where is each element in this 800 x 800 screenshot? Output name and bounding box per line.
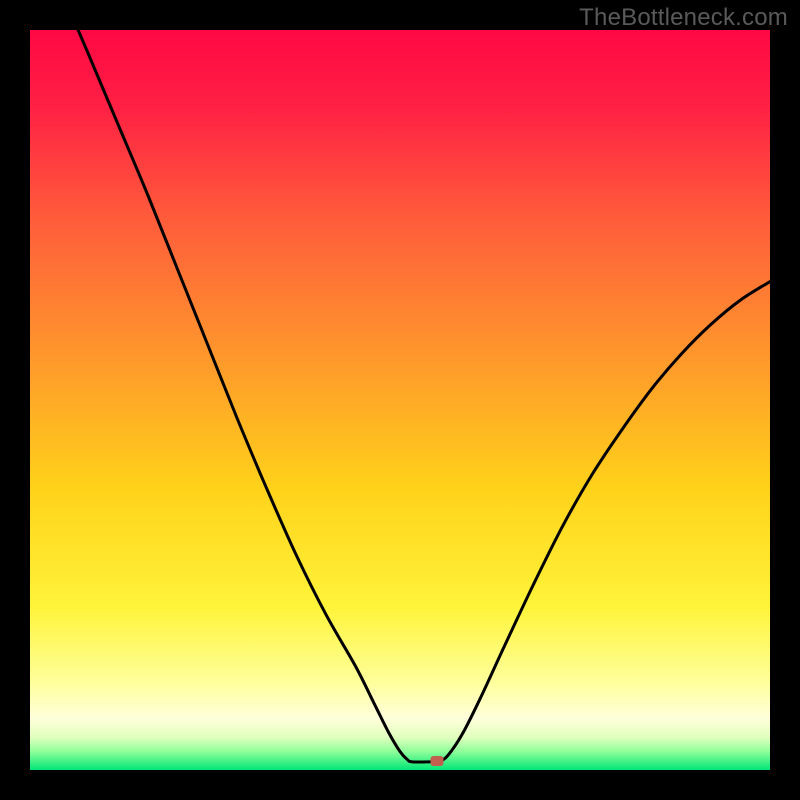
- bottleneck-curve: [78, 30, 770, 762]
- plot-area: [30, 30, 770, 770]
- curve-layer: [30, 30, 770, 770]
- chart-frame: TheBottleneck.com: [0, 0, 800, 800]
- optimal-point-marker: [431, 756, 444, 766]
- watermark-text: TheBottleneck.com: [579, 4, 788, 32]
